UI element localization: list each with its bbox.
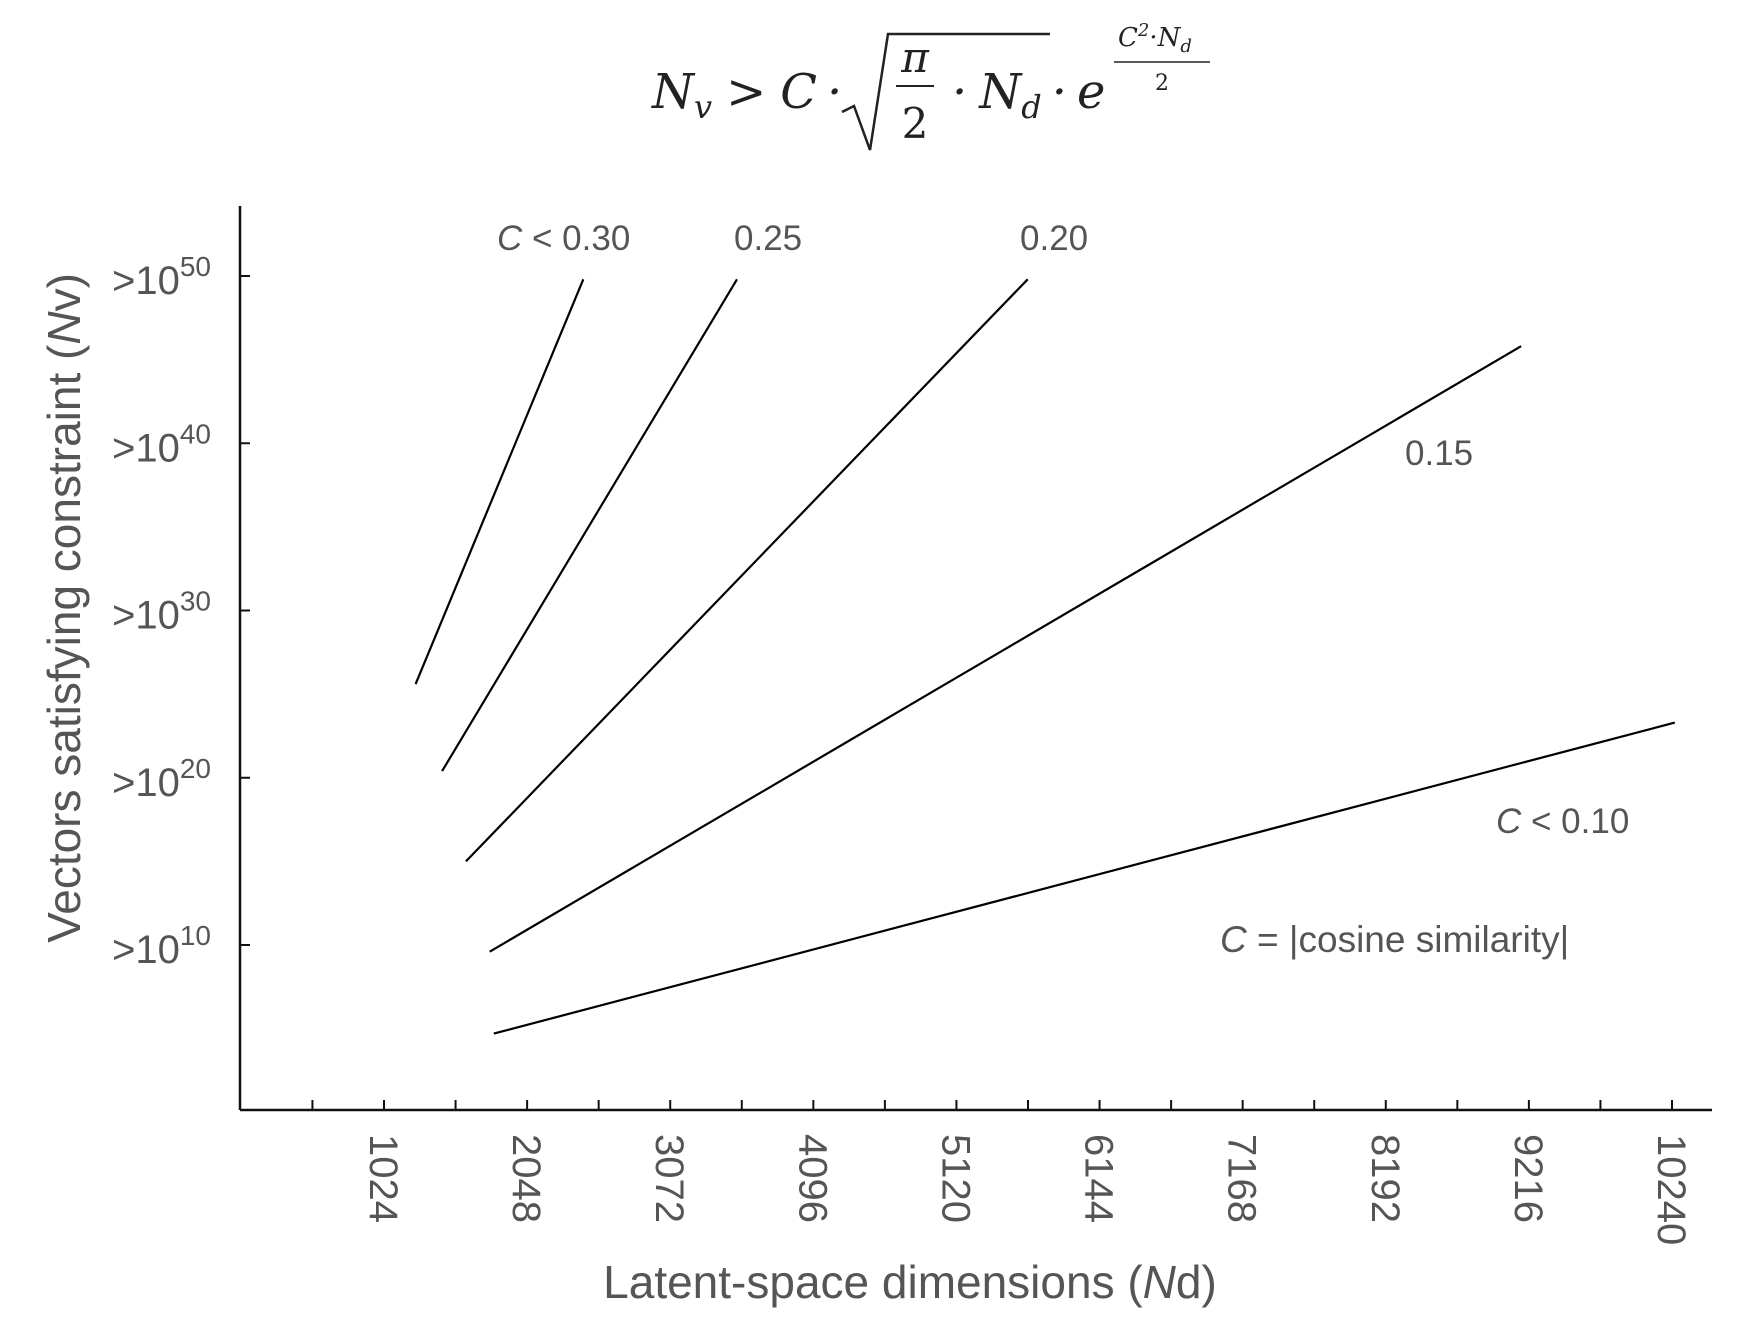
formula-exp-dot: · <box>1149 23 1157 53</box>
formula-dot-2: · <box>952 64 967 120</box>
formula-dot-1: · <box>827 64 842 120</box>
svg-text:Nv>C·: Nv > C · <box>651 64 842 126</box>
series-line-015 <box>489 345 1522 953</box>
x-axis-title: Latent-space dimensions (Nd) <box>603 1256 1217 1308</box>
formula: Nv > C · π 2 · Nd · e C2·Nd 2 <box>651 20 1210 151</box>
x-tick-label: 7168 <box>1220 1134 1264 1223</box>
y-tick-label: >1040 <box>112 418 211 470</box>
formula-dot-3: · <box>1052 64 1067 120</box>
formula-exp-n: N <box>1157 23 1182 53</box>
x-tick-label: 6144 <box>1077 1134 1121 1223</box>
formula-exp-c: C <box>1118 23 1138 53</box>
radical-sign <box>841 32 1050 151</box>
x-tick-label: 8192 <box>1363 1134 1407 1223</box>
x-tick-label: 2048 <box>504 1134 548 1223</box>
formula-c: C <box>780 64 817 120</box>
y-tick-label: >1010 <box>112 920 211 972</box>
x-tick-label: 5120 <box>933 1134 977 1223</box>
formula-two: 2 <box>902 99 929 148</box>
x-tick-label: 1024 <box>361 1134 405 1223</box>
x-tick-label: 4096 <box>790 1134 834 1223</box>
formula-nd-sub: d <box>1021 88 1041 126</box>
series-line-025 <box>441 278 738 772</box>
svg-text:C2·Nd: C2·Nd <box>1118 20 1192 57</box>
x-tick-label: 9216 <box>1506 1134 1550 1223</box>
series-label-025: 0.25 <box>734 219 802 258</box>
series-label-015: 0.15 <box>1405 434 1473 473</box>
formula-exp-sub: d <box>1180 36 1192 57</box>
series-lines <box>414 278 1676 1035</box>
y-axis-title: Vectors satisfying constraint (Nv) <box>38 273 90 943</box>
y-tick-label: >1050 <box>112 251 211 303</box>
formula-e: e <box>1077 64 1105 120</box>
series-label-010: C < 0.10 <box>1496 802 1629 841</box>
x-tick-label: 10240 <box>1649 1134 1693 1245</box>
y-tick-label: >1030 <box>112 586 211 638</box>
x-tick-label: 3072 <box>647 1134 691 1223</box>
series-label-020: 0.20 <box>1020 219 1088 258</box>
formula-exp-den: 2 <box>1155 71 1169 96</box>
formula-lhs-sub: v <box>694 88 712 126</box>
y-tick-label: >1020 <box>112 753 211 805</box>
series-line-010 <box>493 721 1676 1035</box>
formula-pi: π <box>900 33 930 82</box>
formula-nd: N <box>978 64 1023 120</box>
formula-exp-sup: 2 <box>1137 20 1149 41</box>
formula-op: > <box>726 64 766 120</box>
cosine-similarity-note: C = |cosine similarity| <box>1220 919 1569 960</box>
svg-text:·Nd·e: · Nd · e <box>952 64 1105 126</box>
y-ticks: >1010 >1020 >1030 >1040 >1050 <box>112 251 250 972</box>
formula-lhs: N <box>651 64 696 120</box>
series-line-030 <box>414 278 585 685</box>
series-line-020 <box>465 278 1029 863</box>
series-label-030: C < 0.30 <box>497 219 630 258</box>
x-ticks: 1024 2048 3072 4096 5120 6144 7168 8192 9216 1024… <box>311 1100 1693 1245</box>
